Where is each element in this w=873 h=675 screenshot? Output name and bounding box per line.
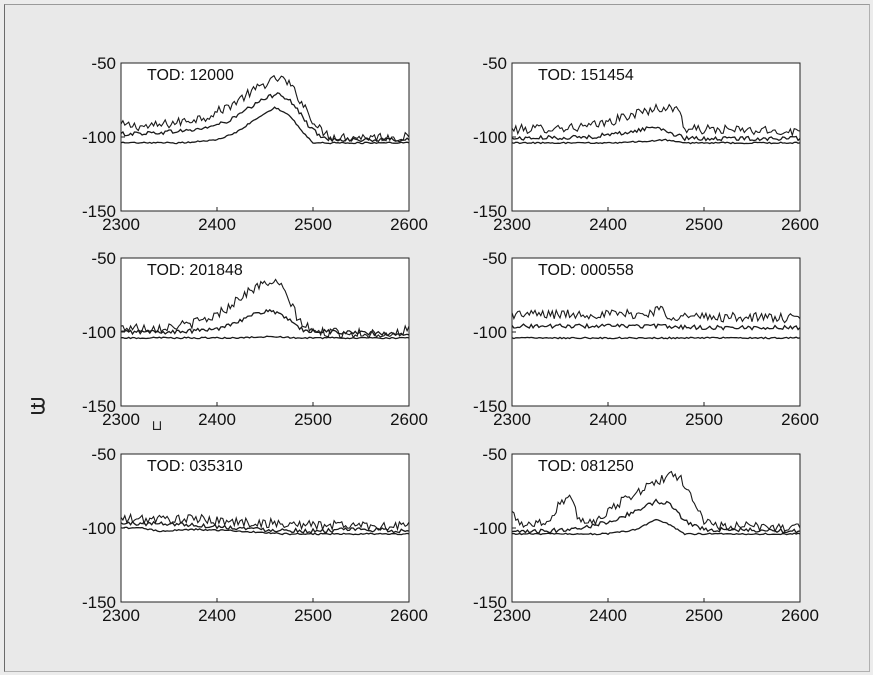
x-tick-label: 2400: [198, 606, 236, 625]
y-tick-label: -150: [473, 593, 507, 612]
x-tick-label: 2600: [390, 410, 428, 429]
series-line-3: [512, 138, 800, 145]
x-tick-label: 2300: [102, 410, 140, 429]
series-line-1: [121, 74, 409, 143]
x-tick-label: 2300: [493, 215, 531, 234]
panel-title: TOD: 081250: [538, 458, 634, 475]
axes-box: [120, 453, 410, 603]
axes-box: [120, 62, 410, 212]
y-tick-label: -100: [82, 323, 116, 342]
series-line-2: [512, 322, 800, 331]
y-tick-label: -150: [82, 202, 116, 221]
y-tick-label: -100: [82, 519, 116, 538]
y-tick-label: -150: [473, 397, 507, 416]
x-tick-label: 2300: [102, 215, 140, 234]
y-tick-label: -150: [82, 397, 116, 416]
series-line-3: [512, 518, 800, 536]
chart-panel-1: TOD: 12000 2300 2400 2500 2600 -50 -100 -150: [82, 54, 428, 234]
x-tick-label: 2500: [294, 606, 332, 625]
series-line-3: [121, 106, 409, 145]
y-tick-label: -100: [473, 128, 507, 147]
y-tick-label: -50: [91, 249, 116, 268]
series-line-3: [121, 335, 409, 340]
y-tick-label: -50: [91, 54, 116, 73]
y-tick-label: -150: [473, 202, 507, 221]
x-tick-label: 2500: [685, 606, 723, 625]
axis-scan-mark: ⊔: [152, 417, 163, 433]
y-tick-label: -150: [82, 593, 116, 612]
panel-title: TOD: 151454: [538, 67, 634, 84]
chart-panel-4: TOD: 000558 2300 2400 2500 2600 -50 -100 -150: [473, 249, 819, 429]
axes-box: [511, 62, 801, 212]
x-tick-label: 2500: [294, 410, 332, 429]
x-tick-label: 2400: [198, 410, 236, 429]
x-tick-label: 2600: [390, 606, 428, 625]
x-tick-label: 2600: [390, 215, 428, 234]
series-line-1: [512, 103, 800, 138]
x-tick-label: 2500: [294, 215, 332, 234]
x-tick-label: 2400: [589, 410, 627, 429]
y-tick-label: -50: [91, 445, 116, 464]
x-tick-label: 2300: [493, 606, 531, 625]
series-line-1: [121, 512, 409, 532]
series-line-1: [512, 305, 800, 324]
x-tick-label: 2400: [198, 215, 236, 234]
series-line-2: [512, 498, 800, 534]
series-line-2: [121, 520, 409, 534]
x-tick-label: 2400: [589, 215, 627, 234]
x-tick-label: 2600: [781, 606, 819, 625]
left-margin-mark: ᗲ: [30, 394, 46, 419]
series-line-2: [121, 308, 409, 337]
x-tick-label: 2400: [589, 606, 627, 625]
panel-title: TOD: 035310: [147, 458, 243, 475]
y-tick-label: -50: [482, 54, 507, 73]
x-tick-label: 2600: [781, 215, 819, 234]
x-tick-label: 2300: [102, 606, 140, 625]
series-line-2: [512, 126, 800, 142]
series-line-3: [121, 526, 409, 536]
x-tick-label: 2500: [685, 410, 723, 429]
y-tick-label: -100: [82, 128, 116, 147]
chart-panel-5: TOD: 035310 2300 2400 2500 2600 -50 -100 -150: [82, 445, 428, 625]
chart-panel-3: TOD: 201848 2300 2400 2500 2600 -50 -100 -150: [82, 249, 428, 429]
y-tick-label: -50: [482, 249, 507, 268]
x-tick-label: 2600: [781, 410, 819, 429]
panel-title: TOD: 000558: [538, 262, 634, 279]
chart-panel-6: TOD: 081250 2300 2400 2500 2600 -50 -100 -150: [473, 445, 819, 625]
series-line-2: [121, 92, 409, 143]
series-line-1: [512, 470, 800, 533]
axes-box: [511, 453, 801, 603]
y-tick-label: -100: [473, 323, 507, 342]
y-tick-label: -100: [473, 519, 507, 538]
series-line-3: [512, 336, 800, 340]
x-tick-label: 2500: [685, 215, 723, 234]
y-tick-label: -50: [482, 445, 507, 464]
panel-title: TOD: 201848: [147, 262, 243, 279]
x-tick-label: 2300: [493, 410, 531, 429]
panel-title: TOD: 12000: [147, 67, 234, 84]
chart-panel-2: TOD: 151454 2300 2400 2500 2600 -50 -100 -150: [473, 54, 819, 234]
axes-box: [511, 257, 801, 407]
